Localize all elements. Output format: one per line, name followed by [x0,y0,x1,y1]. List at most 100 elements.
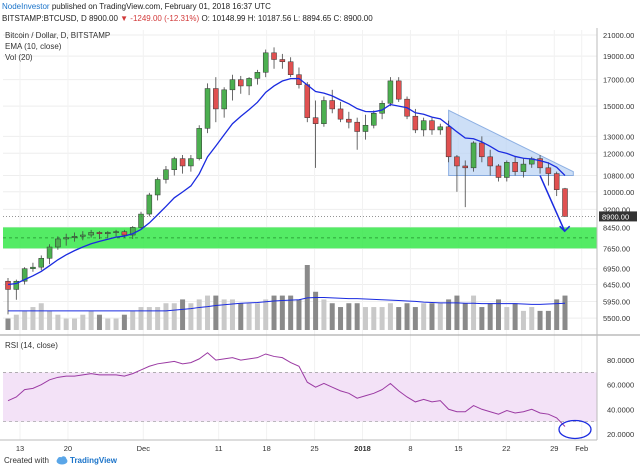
rsi-tick-label: 40.0000 [607,405,634,414]
volume-bar [396,307,402,330]
candle-body [21,268,28,282]
ohlc-values: O: 10148.99 H: 10187.56 L: 8894.65 C: 89… [201,14,373,23]
projection-arrow [539,175,571,233]
volume-bar [487,303,493,330]
candle-body [504,161,510,178]
volume-bar [529,307,535,330]
volume-bar [221,299,227,330]
volume-bar [213,295,219,330]
price-tick-label: 10800.00 [603,172,634,181]
candle-body [30,266,36,269]
volume-bar [163,303,169,330]
candle-body [412,115,419,131]
rsi-pane [3,352,597,440]
candle-body [138,213,144,228]
volume-bar [30,307,36,330]
author-link[interactable]: NodeInvestor [2,2,50,11]
candle-body [188,158,194,167]
volume-ma-polyline [8,297,566,312]
volume-bar [38,303,44,330]
volume-bar [329,303,335,330]
candle-body [271,52,277,60]
price-tick-label: 6950.00 [603,265,630,274]
publish-line: NodeInvestor published on TradingView.co… [2,1,271,12]
last-price-tag [599,211,637,222]
candle-body [146,194,153,215]
candle-body [88,232,94,236]
volume-bar [462,303,468,330]
volume-bar [437,303,443,330]
symbol-line: BITSTAMP:BTCUSD, D 8900.00 ▼ -1249.00 (-… [2,13,373,24]
candle-body [63,237,69,240]
chart-header: NodeInvestor published on TradingView.co… [0,0,640,28]
candle-body [105,232,111,234]
candle-body [179,158,186,167]
volume-bar [229,299,235,330]
volume-bar [96,314,102,330]
ema-polyline [7,77,566,286]
volume-bar [495,299,501,330]
candle-body [121,231,128,236]
arrow-head [559,225,571,233]
volume-bar [554,299,560,330]
price-tick-label: 15000.00 [603,102,634,111]
price-change: ▼ -1249.00 (-12.31%) [120,14,200,23]
candle-body [38,258,45,268]
chart-legend: Bitcoin / Dollar, D, BITSTAMP EMA (10, c… [5,30,110,63]
volume-bar [55,314,61,330]
legend-ema[interactable]: EMA (10, close) [5,42,62,51]
price-tick-label: 6450.00 [603,280,630,289]
price-tick-label: 21000.00 [603,31,634,40]
volume-bar [404,303,410,330]
candle-body [445,126,452,158]
candle-body [462,165,468,169]
candle-body [545,167,552,174]
candle-body [562,188,568,217]
candle-body [512,161,518,172]
volume-bar [296,299,302,330]
volume-bar [471,295,477,330]
rsi-label[interactable]: RSI (14, close) [5,341,58,350]
candle-body [163,169,169,180]
price-tick-label: 17000.00 [603,76,634,85]
candle-body [537,158,543,169]
price-tick-label: 9200.00 [603,205,630,214]
volume-bar [479,307,485,330]
candle-body [420,120,427,131]
rsi-band [3,372,597,422]
time-tick-label: Dec [137,444,151,453]
candle-body [229,79,236,91]
price-tick-label: 10000.00 [603,188,634,197]
legend-volume[interactable]: Vol (20) [5,53,33,62]
candle-body [387,80,394,104]
time-tick-label: Feb [575,444,588,453]
candle-body [395,80,402,100]
candle-body [5,280,11,290]
time-tick-label: 11 [215,444,223,453]
candle-body [262,52,269,73]
candle-body [487,156,493,167]
candle-body [154,179,161,196]
candle-body [171,158,178,170]
volume-bar [254,303,260,330]
volume-bar [22,310,28,330]
rsi-highlight-circle [558,419,592,440]
price-tick-label: 7650.00 [603,244,630,253]
candle-body [354,121,360,132]
time-tick-label: 22 [502,444,510,453]
candle-body [238,79,244,87]
rsi-tick-label: 60.0000 [607,381,634,390]
candle-body [371,113,377,126]
tradingview-brand-link[interactable]: TradingView [70,456,117,465]
candle-body [213,88,219,110]
volume-bar [520,310,526,330]
volume-bar [279,295,285,330]
volume-bar [188,303,194,330]
volume-bar [512,303,518,330]
volume-bar [454,295,460,330]
volume-bar [321,299,327,330]
candle-body [96,232,103,234]
volume-bar [246,303,252,330]
price-tick-label: 12000.00 [603,149,634,158]
